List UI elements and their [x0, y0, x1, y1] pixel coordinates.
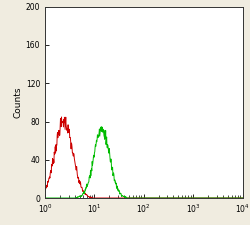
Y-axis label: Counts: Counts — [14, 87, 23, 118]
